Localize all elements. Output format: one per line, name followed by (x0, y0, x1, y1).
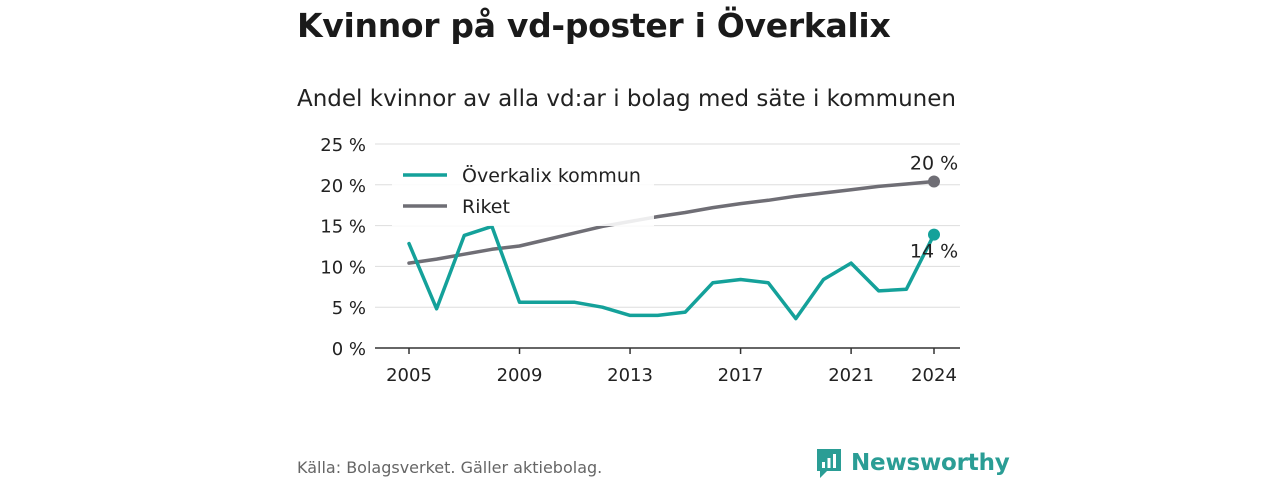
end-point-overkalix (928, 228, 940, 241)
y-tick-label: 0 % (332, 339, 366, 360)
end-label-riket: 20 % (910, 153, 958, 175)
legend-background (392, 156, 654, 226)
x-axis: 2005 2009 2013 2017 2021 2024 (375, 347, 960, 386)
x-tick-label: 2013 (607, 365, 653, 386)
newsworthy-logo-icon (817, 449, 841, 478)
brand-logo: Newsworthy (815, 447, 1010, 479)
brand-name: Newsworthy (851, 450, 1010, 476)
end-labels: 14 % 20 % (910, 153, 958, 263)
x-tick-label: 2017 (718, 365, 764, 386)
y-tick-label: 15 % (320, 217, 366, 238)
y-tick-label: 20 % (320, 176, 366, 197)
x-tick-label: 2021 (828, 365, 874, 386)
series-group (407, 175, 940, 321)
legend-label: Överkalix kommun (462, 164, 641, 187)
legend: Överkalix kommun Riket (392, 156, 654, 226)
x-tick-label: 2009 (497, 365, 543, 386)
x-tick-label: 2005 (386, 365, 432, 386)
end-label-overkalix: 14 % (910, 241, 958, 263)
y-tick-label: 10 % (320, 257, 366, 278)
end-point-riket (928, 175, 940, 188)
x-tick-label: 2024 (911, 365, 957, 386)
legend-label: Riket (462, 196, 510, 218)
chart-subtitle: Andel kvinnor av alla vd:ar i bolag med … (297, 86, 956, 112)
source-note: Källa: Bolagsverket. Gäller aktiebolag. (297, 458, 603, 477)
series-line-overkalix (407, 224, 936, 321)
y-tick-label: 5 % (332, 298, 366, 319)
y-axis-ticks: 0 % 5 % 10 % 15 % 20 % 25 % (320, 135, 366, 360)
series-line-riket (407, 179, 936, 265)
chart-title: Kvinnor på vd-poster i Överkalix (297, 6, 891, 45)
y-tick-label: 25 % (320, 135, 366, 156)
line-chart: 0 %5 %10 %15 %20 %25 % 2005 2009 2013 2017 2… (320, 135, 960, 386)
